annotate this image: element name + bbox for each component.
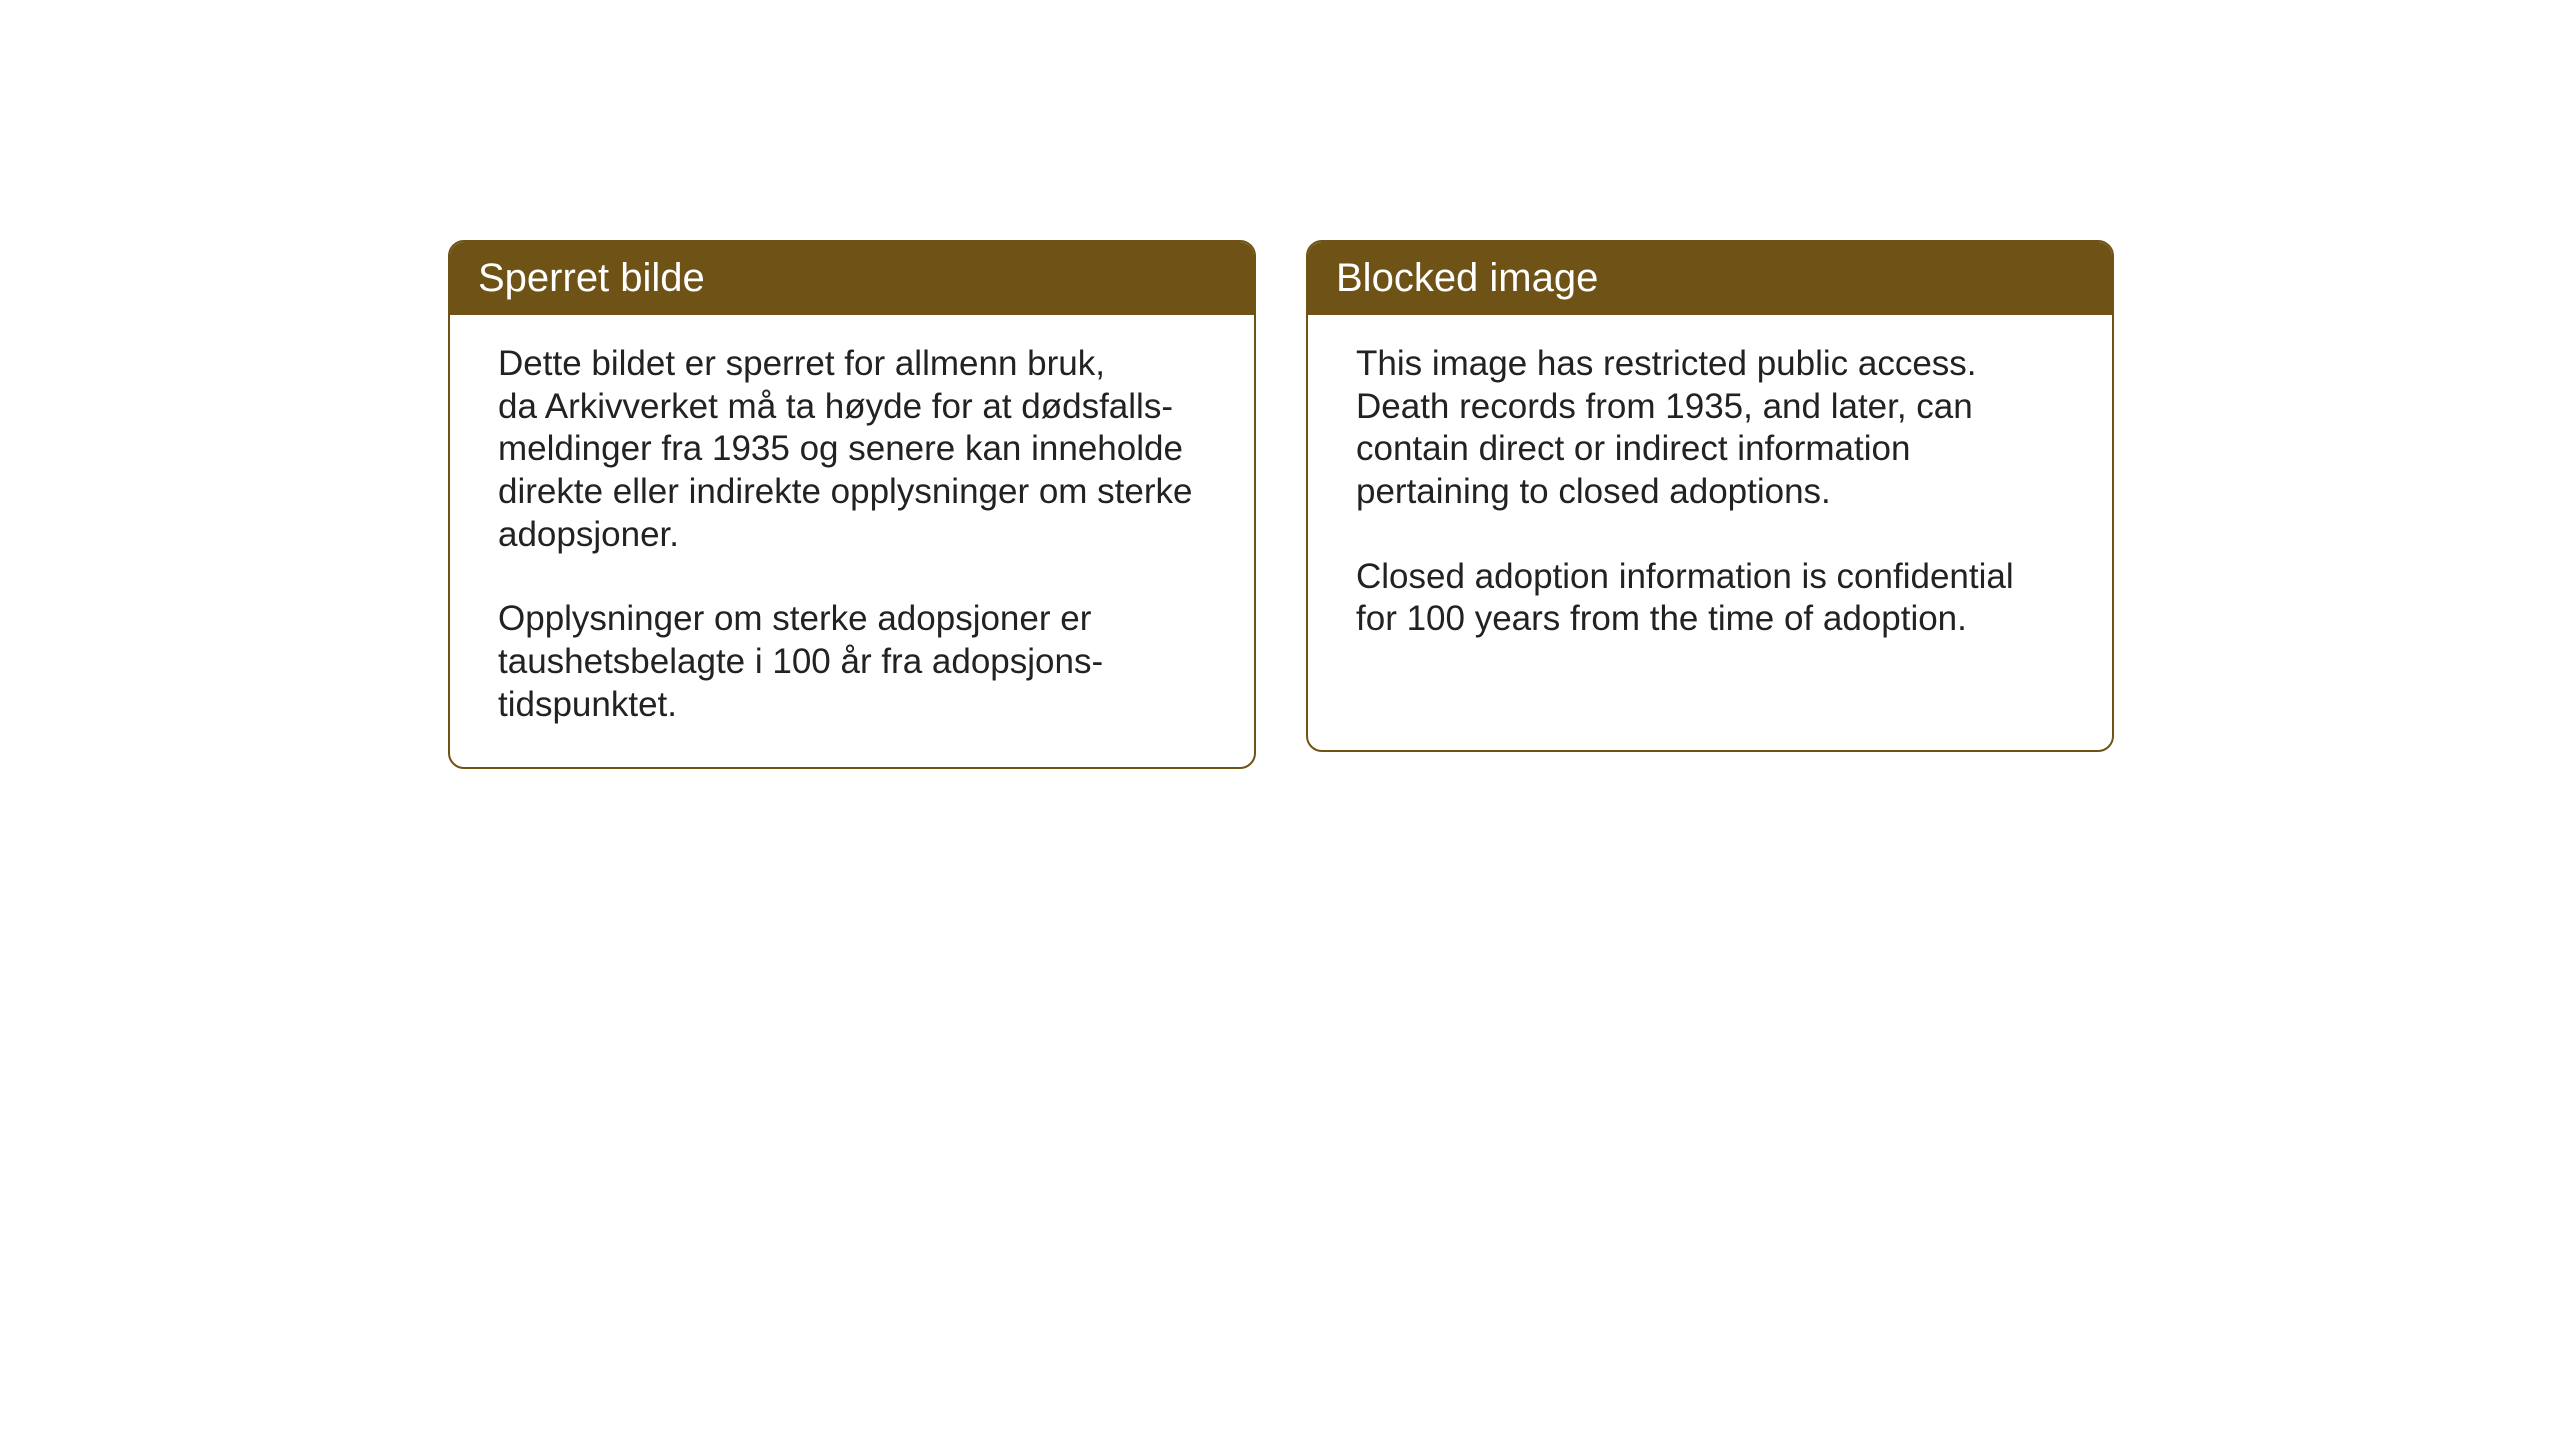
card-header-english: Blocked image bbox=[1308, 242, 2112, 315]
card-body-english: This image has restricted public access.… bbox=[1308, 315, 2112, 681]
card-title-english: Blocked image bbox=[1336, 256, 1598, 300]
card-header-norwegian: Sperret bilde bbox=[450, 242, 1254, 315]
paragraph-norwegian-2: Opplysninger om sterke adopsjoner er tau… bbox=[498, 598, 1206, 726]
card-body-norwegian: Dette bildet er sperret for allmenn bruk… bbox=[450, 315, 1254, 767]
paragraph-english-1: This image has restricted public access.… bbox=[1356, 343, 2064, 514]
notice-container: Sperret bilde Dette bildet er sperret fo… bbox=[0, 0, 2560, 769]
card-title-norwegian: Sperret bilde bbox=[478, 256, 705, 300]
notice-card-english: Blocked image This image has restricted … bbox=[1306, 240, 2114, 752]
paragraph-norwegian-1: Dette bildet er sperret for allmenn bruk… bbox=[498, 343, 1206, 556]
paragraph-english-2: Closed adoption information is confident… bbox=[1356, 556, 2064, 641]
notice-card-norwegian: Sperret bilde Dette bildet er sperret fo… bbox=[448, 240, 1256, 769]
